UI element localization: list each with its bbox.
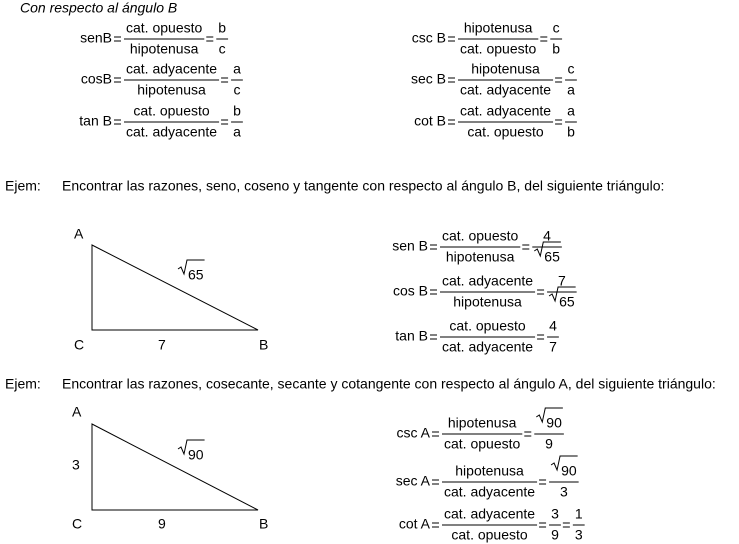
function-label: cot B bbox=[414, 113, 446, 129]
denominator: a bbox=[567, 82, 575, 98]
numerator: cat. adyacente bbox=[442, 273, 533, 289]
denominator: a bbox=[233, 124, 241, 140]
triangle-label: 3 bbox=[72, 457, 80, 473]
function-label: tan B bbox=[395, 328, 428, 344]
radical-sign bbox=[177, 259, 205, 276]
hypotenuse-label: 65 bbox=[188, 267, 204, 283]
triangle-label: A bbox=[74, 226, 84, 242]
numerator: cat. opuesto bbox=[133, 103, 209, 119]
numerator: cat. adyacente bbox=[460, 103, 551, 119]
function-label: tan B bbox=[79, 113, 112, 129]
example-text: Encontrar las razones, seno, coseno y ta… bbox=[62, 178, 664, 194]
function-label: cosB bbox=[81, 71, 112, 87]
function-label: cos B bbox=[393, 283, 428, 299]
denominator: 3 bbox=[560, 484, 568, 500]
denominator: hipotenusa bbox=[137, 82, 206, 98]
numerator: a bbox=[233, 61, 241, 77]
numerator: 1 bbox=[575, 506, 583, 522]
denominator: cat. adyacente bbox=[460, 82, 551, 98]
denominator: hipotenusa bbox=[130, 41, 199, 57]
function-label: sen B bbox=[392, 238, 428, 254]
triangle-label: A bbox=[72, 404, 82, 420]
denominator: b bbox=[552, 41, 560, 57]
numerator: hipotenusa bbox=[448, 415, 517, 431]
function-label: cot A bbox=[399, 516, 431, 532]
triangle-label: C bbox=[72, 516, 82, 532]
radical-sign bbox=[548, 286, 576, 303]
denominator: cat. opuesto bbox=[460, 41, 536, 57]
numerator: a bbox=[567, 103, 575, 119]
denominator: 9 bbox=[551, 527, 559, 543]
numerator: 90 bbox=[561, 463, 577, 479]
numerator: 4 bbox=[543, 228, 551, 244]
heading: Con respecto al ángulo B bbox=[20, 0, 177, 16]
triangle-label: B bbox=[259, 337, 268, 353]
triangle-label: 9 bbox=[158, 516, 166, 532]
denominator: hipotenusa bbox=[446, 249, 515, 265]
denominator: b bbox=[567, 124, 575, 140]
numerator: cat. opuesto bbox=[449, 318, 525, 334]
triangle-label: C bbox=[74, 337, 84, 353]
numerator: cat. adyacente bbox=[126, 61, 217, 77]
function-label: sec B bbox=[411, 71, 446, 87]
function-label: sec A bbox=[396, 473, 431, 489]
numerator: c bbox=[553, 20, 560, 36]
example-prefix: Ejem: bbox=[5, 178, 41, 194]
numerator: cat. opuesto bbox=[126, 20, 202, 36]
denominator: c bbox=[219, 41, 226, 57]
denominator: c bbox=[233, 82, 240, 98]
function-label: senB bbox=[80, 30, 112, 46]
hypotenuse-label: 90 bbox=[188, 447, 204, 463]
numerator: hipotenusa bbox=[455, 463, 524, 479]
numerator: b bbox=[218, 20, 226, 36]
triangle bbox=[91, 423, 259, 511]
numerator: hipotenusa bbox=[471, 61, 540, 77]
numerator: 90 bbox=[546, 415, 562, 431]
triangle-label: B bbox=[259, 516, 268, 532]
example-prefix: Ejem: bbox=[5, 376, 41, 392]
numerator: cat. adyacente bbox=[444, 506, 535, 522]
denominator: cat. adyacente bbox=[442, 339, 533, 355]
denominator: cat. opuesto bbox=[451, 527, 527, 543]
denominator: 7 bbox=[549, 339, 557, 355]
numerator: c bbox=[567, 61, 574, 77]
radical-sign bbox=[534, 241, 561, 258]
triangle bbox=[91, 244, 259, 331]
numerator: 4 bbox=[549, 318, 557, 334]
triangle-label: 7 bbox=[158, 337, 166, 353]
radical-sign bbox=[536, 407, 563, 424]
numerator: 7 bbox=[558, 273, 566, 289]
radical-sign bbox=[550, 455, 578, 472]
numerator: 3 bbox=[551, 506, 559, 522]
radical-sign bbox=[177, 439, 205, 456]
denominator: 65 bbox=[559, 294, 575, 310]
function-label: csc A bbox=[397, 425, 431, 441]
numerator: hipotenusa bbox=[464, 20, 533, 36]
denominator: cat. opuesto bbox=[467, 124, 543, 140]
numerator: b bbox=[233, 103, 241, 119]
denominator: hipotenusa bbox=[453, 294, 522, 310]
function-label: csc B bbox=[412, 30, 446, 46]
denominator: 9 bbox=[545, 436, 553, 452]
example-text: Encontrar las razones, cosecante, secant… bbox=[62, 376, 716, 392]
numerator: cat. opuesto bbox=[442, 228, 518, 244]
denominator: cat. adyacente bbox=[444, 484, 535, 500]
denominator: cat. adyacente bbox=[126, 124, 217, 140]
denominator: 65 bbox=[544, 249, 560, 265]
denominator: 3 bbox=[575, 527, 583, 543]
denominator: cat. opuesto bbox=[444, 436, 520, 452]
